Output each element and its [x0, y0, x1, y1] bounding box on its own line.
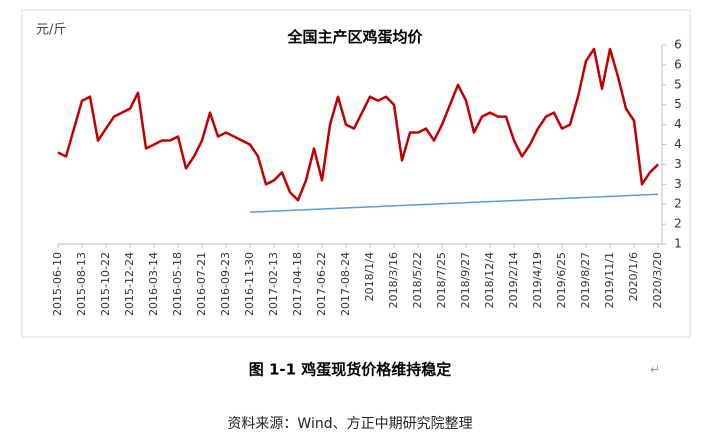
y-tick-label: 4	[674, 117, 682, 131]
x-tick-label: 2017-06-22	[315, 252, 328, 316]
x-tick-label: 2016-11-30	[243, 252, 256, 316]
x-tick-label: 2016-05-18	[171, 252, 184, 316]
y-tick-label: 1	[674, 237, 682, 251]
x-tick-label: 2017-04-18	[291, 252, 304, 316]
y-tick-label: 4	[674, 137, 682, 151]
x-tick-label: 2018/5/22	[411, 252, 424, 308]
x-tick-label: 2017-02-13	[267, 252, 280, 316]
y-tick-label: 3	[674, 177, 682, 191]
x-tick-label: 2017-08-24	[339, 252, 352, 316]
unit-label: 元/斤	[36, 23, 66, 38]
x-tick-label: 2018/9/27	[459, 252, 472, 308]
x-tick-label: 2019/11/1	[603, 252, 616, 308]
y-tick-label: 2	[674, 217, 682, 231]
source-note: 资料来源：Wind、方正中期研究院整理	[227, 416, 472, 432]
x-tick-label: 2018/3/16	[387, 252, 400, 308]
y-tick-label: 5	[674, 97, 682, 111]
x-tick-label: 2016-03-14	[147, 252, 160, 316]
x-tick-label: 2018/1/4	[363, 252, 376, 301]
x-tick-label: 2015-06-10	[51, 252, 64, 316]
y-tick-label: 2	[674, 197, 682, 211]
x-tick-label: 2016-09-23	[219, 252, 232, 316]
x-tick-label: 2018/12/4	[483, 252, 496, 308]
x-tick-label: 2020/1/6	[627, 252, 640, 301]
x-tick-label: 2020/3/20	[651, 252, 664, 308]
y-tick-label: 3	[674, 157, 682, 171]
x-tick-label: 2016-07-21	[195, 252, 208, 316]
x-tick-label: 2019/2/14	[507, 252, 520, 308]
x-tick-label: 2015-10-22	[99, 252, 112, 316]
x-tick-label: 2018/7/25	[435, 252, 448, 308]
trend-line	[249, 193, 659, 213]
chart-title: 全国主产区鸡蛋均价	[286, 28, 423, 46]
y-tick-label: 6	[674, 57, 682, 71]
x-tick-label: 2015-12-24	[123, 252, 136, 316]
price-line	[57, 47, 659, 202]
x-tick-label: 2015-08-13	[75, 252, 88, 316]
chart-frame	[21, 9, 691, 338]
y-tick-label: 5	[674, 77, 682, 91]
y-tick-label: 6	[674, 38, 682, 52]
x-tick-label: 2019/4/19	[531, 252, 544, 308]
return-mark: ↵	[650, 363, 660, 377]
figure-caption: 图 1-1 鸡蛋现货价格维持稳定	[249, 361, 452, 379]
x-tick-label: 2019/6/25	[555, 252, 568, 308]
x-tick-label: 2019/8/27	[579, 252, 592, 308]
